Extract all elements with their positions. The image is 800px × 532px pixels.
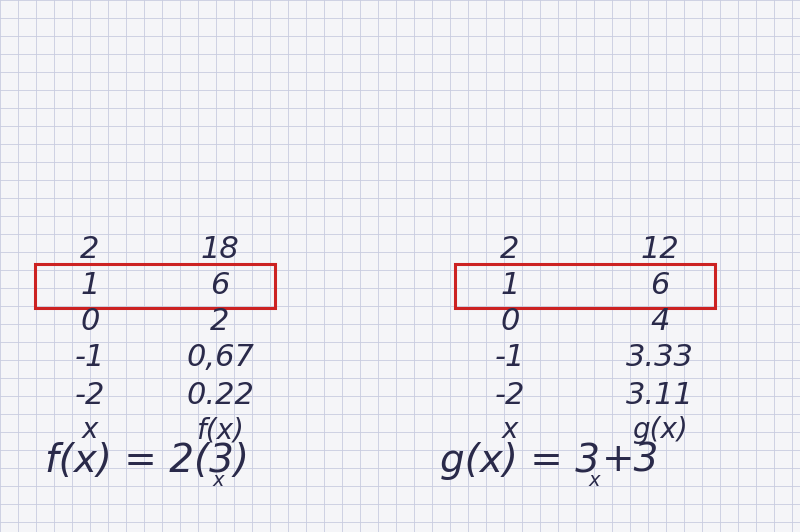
Text: 3.33: 3.33 <box>626 344 694 372</box>
Text: 3.11: 3.11 <box>626 380 694 410</box>
Text: 6: 6 <box>210 271 230 301</box>
Text: 0.22: 0.22 <box>186 380 254 410</box>
Text: x: x <box>588 471 599 490</box>
Text: -2: -2 <box>75 380 105 410</box>
Text: x: x <box>502 416 518 444</box>
Text: -1: -1 <box>75 344 105 372</box>
Text: g(x) = 3: g(x) = 3 <box>440 442 600 480</box>
Text: 0: 0 <box>80 307 100 337</box>
Text: 0: 0 <box>500 307 520 337</box>
Text: +3: +3 <box>602 442 659 480</box>
Text: 1: 1 <box>500 271 520 301</box>
Text: 2: 2 <box>210 307 230 337</box>
Text: 2: 2 <box>80 236 100 264</box>
Text: 2: 2 <box>500 236 520 264</box>
Text: f(x): f(x) <box>196 416 244 444</box>
Text: 4: 4 <box>650 307 670 337</box>
Text: f(x) = 2(3): f(x) = 2(3) <box>45 442 249 480</box>
Text: x: x <box>213 471 225 490</box>
Text: 6: 6 <box>650 271 670 301</box>
Bar <box>455 264 715 308</box>
Text: 0,67: 0,67 <box>186 344 254 372</box>
Text: -1: -1 <box>495 344 525 372</box>
Text: 12: 12 <box>641 236 679 264</box>
Text: -2: -2 <box>495 380 525 410</box>
Text: x: x <box>82 416 98 444</box>
Text: 1: 1 <box>80 271 100 301</box>
Bar <box>35 264 275 308</box>
Text: 18: 18 <box>201 236 239 264</box>
Text: g(x): g(x) <box>632 416 688 444</box>
